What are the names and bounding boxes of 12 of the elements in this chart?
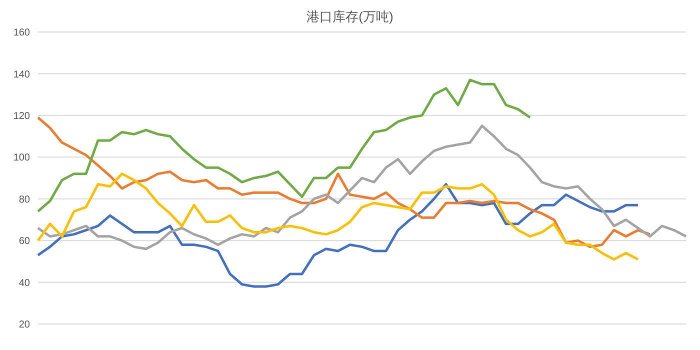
line-series [36,78,532,213]
y-tick-label: 120 [13,110,30,122]
line-series [36,172,640,261]
y-tick-label: 140 [13,69,30,80]
y-tick-label: 60 [18,236,30,248]
y-tick-label: 20 [18,320,30,331]
y-tick-label: 160 [13,28,30,39]
y-tick-label: 80 [18,194,30,206]
y-tick-label: 100 [13,152,30,164]
chart-title: 港口库存(万吨) [306,8,394,26]
y-tick-label: 40 [18,278,30,289]
line-series [36,183,640,288]
